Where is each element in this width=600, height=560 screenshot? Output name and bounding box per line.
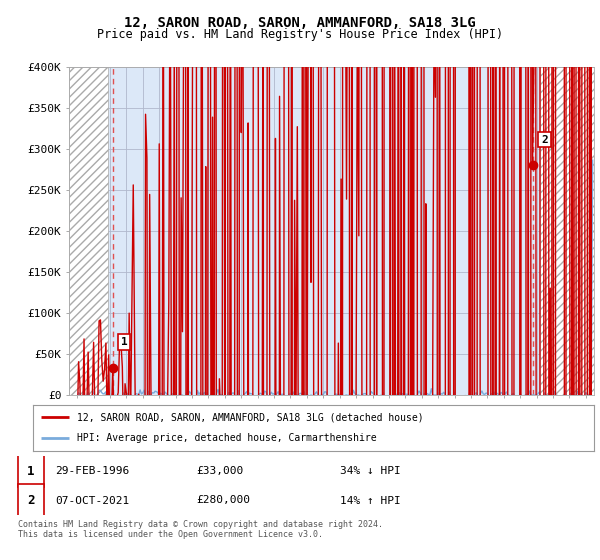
Text: Contains HM Land Registry data © Crown copyright and database right 2024.
This d: Contains HM Land Registry data © Crown c…: [18, 520, 383, 539]
Text: 12, SARON ROAD, SARON, AMMANFORD, SA18 3LG (detached house): 12, SARON ROAD, SARON, AMMANFORD, SA18 3…: [77, 412, 424, 422]
Text: 1: 1: [27, 465, 34, 478]
FancyBboxPatch shape: [18, 455, 44, 487]
Text: 2: 2: [541, 134, 548, 144]
Text: 29-FEB-1996: 29-FEB-1996: [55, 466, 130, 476]
Bar: [540, 67, 594, 395]
Text: 1: 1: [121, 337, 128, 347]
Text: 12, SARON ROAD, SARON, AMMANFORD, SA18 3LG: 12, SARON ROAD, SARON, AMMANFORD, SA18 3…: [124, 16, 476, 30]
Text: Price paid vs. HM Land Registry's House Price Index (HPI): Price paid vs. HM Land Registry's House …: [97, 28, 503, 41]
Text: 07-OCT-2021: 07-OCT-2021: [55, 496, 130, 506]
Text: HPI: Average price, detached house, Carmarthenshire: HPI: Average price, detached house, Carm…: [77, 433, 376, 444]
Bar: [69, 67, 109, 395]
Text: £33,000: £33,000: [196, 466, 244, 476]
Text: 2: 2: [27, 494, 34, 507]
Text: 34% ↓ HPI: 34% ↓ HPI: [340, 466, 401, 476]
FancyBboxPatch shape: [18, 484, 44, 517]
Text: £280,000: £280,000: [196, 496, 250, 506]
Text: 14% ↑ HPI: 14% ↑ HPI: [340, 496, 401, 506]
